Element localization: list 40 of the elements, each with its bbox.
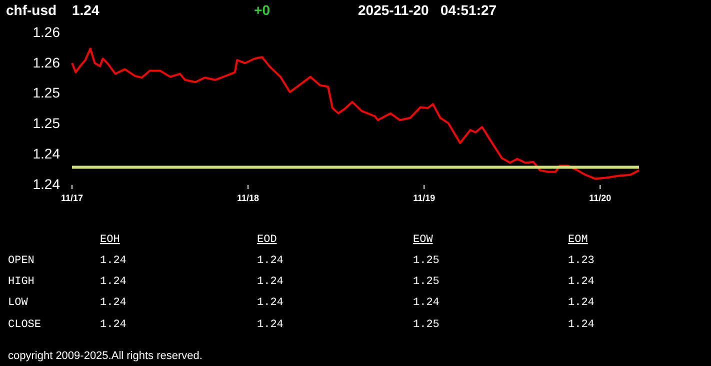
y-tick-label: 1.24 (32, 176, 60, 192)
text: 1.24 (257, 276, 284, 288)
text: copyright 2009-2025.All rights reserved. (8, 350, 202, 362)
text: 1.25 (413, 319, 440, 331)
x-tick-label: 11/17 (60, 193, 84, 203)
category-label: EOM (568, 234, 588, 246)
chart-subtitle: 1.24 (72, 2, 100, 18)
y-tick-label: 1.26 (32, 24, 60, 40)
text: 2025-11-20 04:51:27 (358, 2, 497, 18)
line-series (71, 48, 640, 180)
category-label: CLOSE (8, 319, 42, 331)
text: 1.24 (568, 319, 594, 331)
category-label: OPEN (8, 255, 34, 267)
text: +0 (254, 2, 270, 18)
y-tick-label: 1.25 (32, 84, 60, 101)
text: 1.24 (257, 319, 284, 331)
y-tick-label: 1.24 (32, 146, 60, 162)
category-label: LOW (8, 297, 28, 309)
text: 1.25 (413, 255, 440, 267)
text: 1.24 (568, 297, 594, 309)
text: 1.24 (100, 276, 126, 288)
text: 1.24 (100, 255, 126, 267)
category-label: HIGH (8, 276, 34, 288)
category-label: EOD (257, 234, 278, 246)
category-label: EOW (413, 234, 434, 246)
x-tick-label: 11/20 (589, 193, 612, 203)
chart-title: chf-usd (6, 2, 57, 18)
text: 1.24 (100, 319, 126, 331)
text: 1.24 (100, 297, 126, 309)
category-label: EOH (100, 234, 120, 246)
text: 1.23 (568, 255, 594, 267)
x-tick-label: 11/19 (413, 193, 436, 203)
y-tick-label: 1.25 (32, 115, 60, 132)
text: 1.24 (568, 276, 594, 288)
x-tick-label: 11/18 (237, 193, 260, 203)
y-tick-label: 1.26 (32, 54, 60, 70)
text: 1.25 (413, 276, 440, 288)
text: 1.24 (257, 297, 284, 309)
text: 1.24 (413, 297, 440, 309)
text: 1.24 (257, 255, 284, 267)
